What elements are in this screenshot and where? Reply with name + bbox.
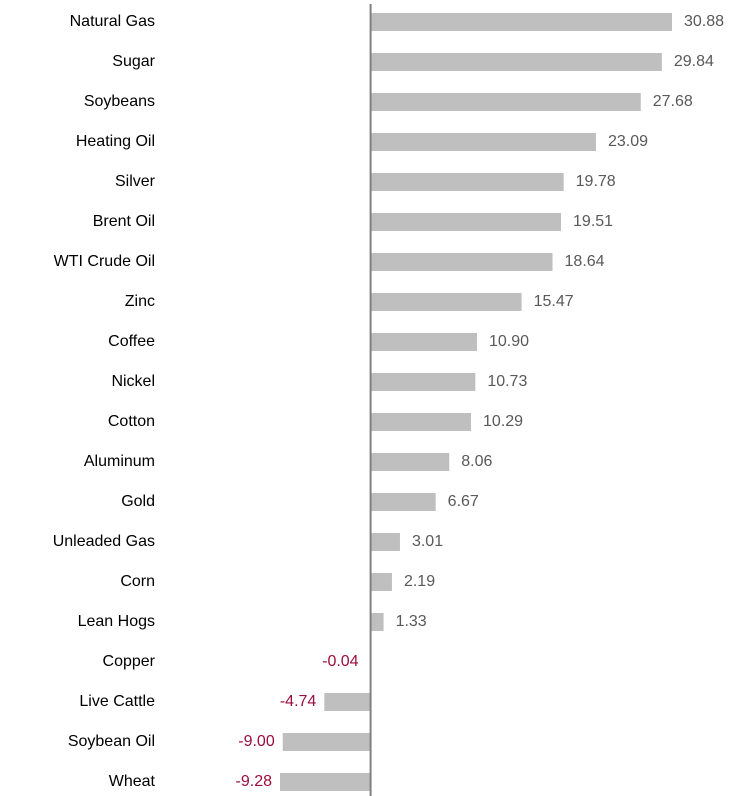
data-label: -9.00	[238, 733, 275, 750]
data-label: 19.51	[573, 213, 613, 230]
category-label: Aluminum	[84, 453, 155, 470]
category-label: Copper	[103, 653, 156, 670]
category-label: Live Cattle	[79, 693, 155, 710]
bar	[370, 493, 436, 511]
bar	[282, 733, 371, 751]
category-label: Lean Hogs	[78, 613, 155, 630]
data-label: 3.01	[412, 533, 443, 550]
category-label: Gold	[121, 493, 155, 510]
category-label: Brent Oil	[93, 213, 155, 230]
data-label: 18.64	[565, 253, 605, 270]
category-label: Soybeans	[84, 93, 155, 110]
data-label: 19.78	[576, 173, 616, 190]
category-label: Silver	[115, 173, 156, 190]
data-label: -4.74	[280, 693, 317, 710]
bar	[370, 93, 641, 111]
data-label: 10.90	[489, 333, 529, 350]
bar	[370, 173, 564, 191]
data-label: -0.04	[322, 653, 359, 670]
category-label: WTI Crude Oil	[54, 253, 155, 270]
category-label: Wheat	[109, 773, 156, 790]
bar	[370, 253, 553, 271]
data-label: 23.09	[608, 133, 648, 150]
bar	[280, 773, 371, 791]
category-label: Sugar	[112, 53, 155, 70]
data-label: 1.33	[396, 613, 427, 630]
bar	[370, 13, 672, 31]
bar	[324, 693, 371, 711]
category-label: Unleaded Gas	[53, 533, 155, 550]
data-label: 10.73	[487, 373, 527, 390]
data-label: 27.68	[653, 93, 693, 110]
bar	[370, 293, 522, 311]
bar	[370, 373, 476, 391]
data-label: -9.28	[236, 773, 273, 790]
category-label: Soybean Oil	[68, 733, 155, 750]
data-label: 15.47	[534, 293, 574, 310]
bar	[370, 213, 562, 231]
bar	[370, 333, 477, 351]
category-label: Coffee	[108, 333, 155, 350]
bar	[370, 613, 384, 631]
bar	[370, 453, 450, 471]
data-label: 2.19	[404, 573, 435, 590]
bar	[370, 133, 596, 151]
category-label: Natural Gas	[70, 13, 155, 30]
bar	[370, 413, 472, 431]
bar	[370, 53, 662, 71]
category-label: Nickel	[111, 373, 155, 390]
category-label: Zinc	[125, 293, 155, 310]
category-label: Corn	[120, 573, 155, 590]
data-label: 29.84	[674, 53, 714, 70]
data-label: 10.29	[483, 413, 523, 430]
bar	[370, 533, 400, 551]
category-label: Heating Oil	[76, 133, 155, 150]
data-label: 30.88	[684, 13, 724, 30]
data-label: 8.06	[461, 453, 492, 470]
category-label: Cotton	[108, 413, 155, 430]
data-label: 6.67	[448, 493, 479, 510]
bar	[370, 573, 392, 591]
